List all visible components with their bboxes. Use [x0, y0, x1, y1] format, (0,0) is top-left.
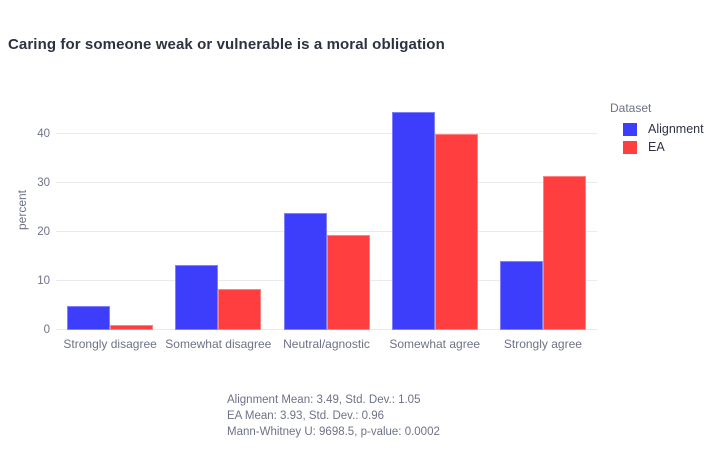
grid-line-20 [56, 231, 597, 233]
legend-title: Dataset [610, 101, 652, 115]
x-tick-label-somewhat-disagree: Somewhat disagree [165, 337, 272, 351]
grid-line-40 [56, 133, 597, 135]
legend-items: Alignment EA [610, 122, 704, 154]
stats-line-mann-whitney: Mann-Whitney U: 9698.5, p-value: 0.0002 [227, 426, 440, 438]
legend-swatch-alignment-icon [623, 122, 637, 136]
bar-alignment-somewhat-disagree[interactable] [175, 265, 219, 330]
grid-line-30 [56, 182, 597, 184]
x-tick-label-strongly-agree: Strongly agree [503, 337, 582, 351]
bar-alignment-strongly-disagree[interactable] [67, 305, 111, 330]
legend-swatch-ea-icon [623, 140, 637, 154]
stats-footer: Alignment Mean: 3.49, Std. Dev.: 1.05 EA… [227, 392, 440, 440]
legend: Dataset Alignment EA [610, 101, 704, 158]
bar-ea-neutral-agnostic[interactable] [326, 235, 370, 330]
bar-alignment-somewhat-agree[interactable] [391, 112, 435, 330]
bar-alignment-neutral-agnostic[interactable] [283, 213, 327, 330]
y-tick-label-10: 10 [37, 275, 50, 288]
legend-label-alignment: Alignment [648, 122, 704, 136]
stats-line-ea: EA Mean: 3.93, Std. Dev.: 0.96 [227, 410, 385, 422]
legend-label-ea: EA [648, 140, 665, 154]
plot-area: 0 10 20 30 40 Strongly disagree Somewhat disag… [37, 90, 597, 351]
x-tick-label-neutral-agnostic: Neutral/agnostic [283, 337, 370, 351]
legend-item-ea[interactable]: EA [610, 140, 704, 154]
x-tick-label-somewhat-agree: Somewhat agree [389, 337, 481, 351]
bar-ea-strongly-disagree[interactable] [110, 325, 154, 330]
stats-line-alignment: Alignment Mean: 3.49, Std. Dev.: 1.05 [227, 394, 421, 406]
y-tick-label-0: 0 [43, 324, 50, 336]
bar-ea-somewhat-agree[interactable] [434, 133, 478, 330]
y-tick-label-40: 40 [37, 128, 50, 141]
bar-ea-somewhat-disagree[interactable] [218, 289, 262, 330]
bar-ea-strongly-agree[interactable] [542, 176, 586, 330]
legend-item-alignment[interactable]: Alignment [610, 122, 704, 136]
y-tick-label-30: 30 [37, 177, 50, 190]
y-axis-title: percent [15, 189, 29, 231]
y-tick-label-20: 20 [37, 226, 50, 239]
x-tick-label-strongly-disagree: Strongly disagree [63, 337, 157, 351]
chart-title: Caring for someone weak or vulnerable is… [8, 36, 445, 53]
bar-alignment-strongly-agree[interactable] [499, 261, 543, 330]
